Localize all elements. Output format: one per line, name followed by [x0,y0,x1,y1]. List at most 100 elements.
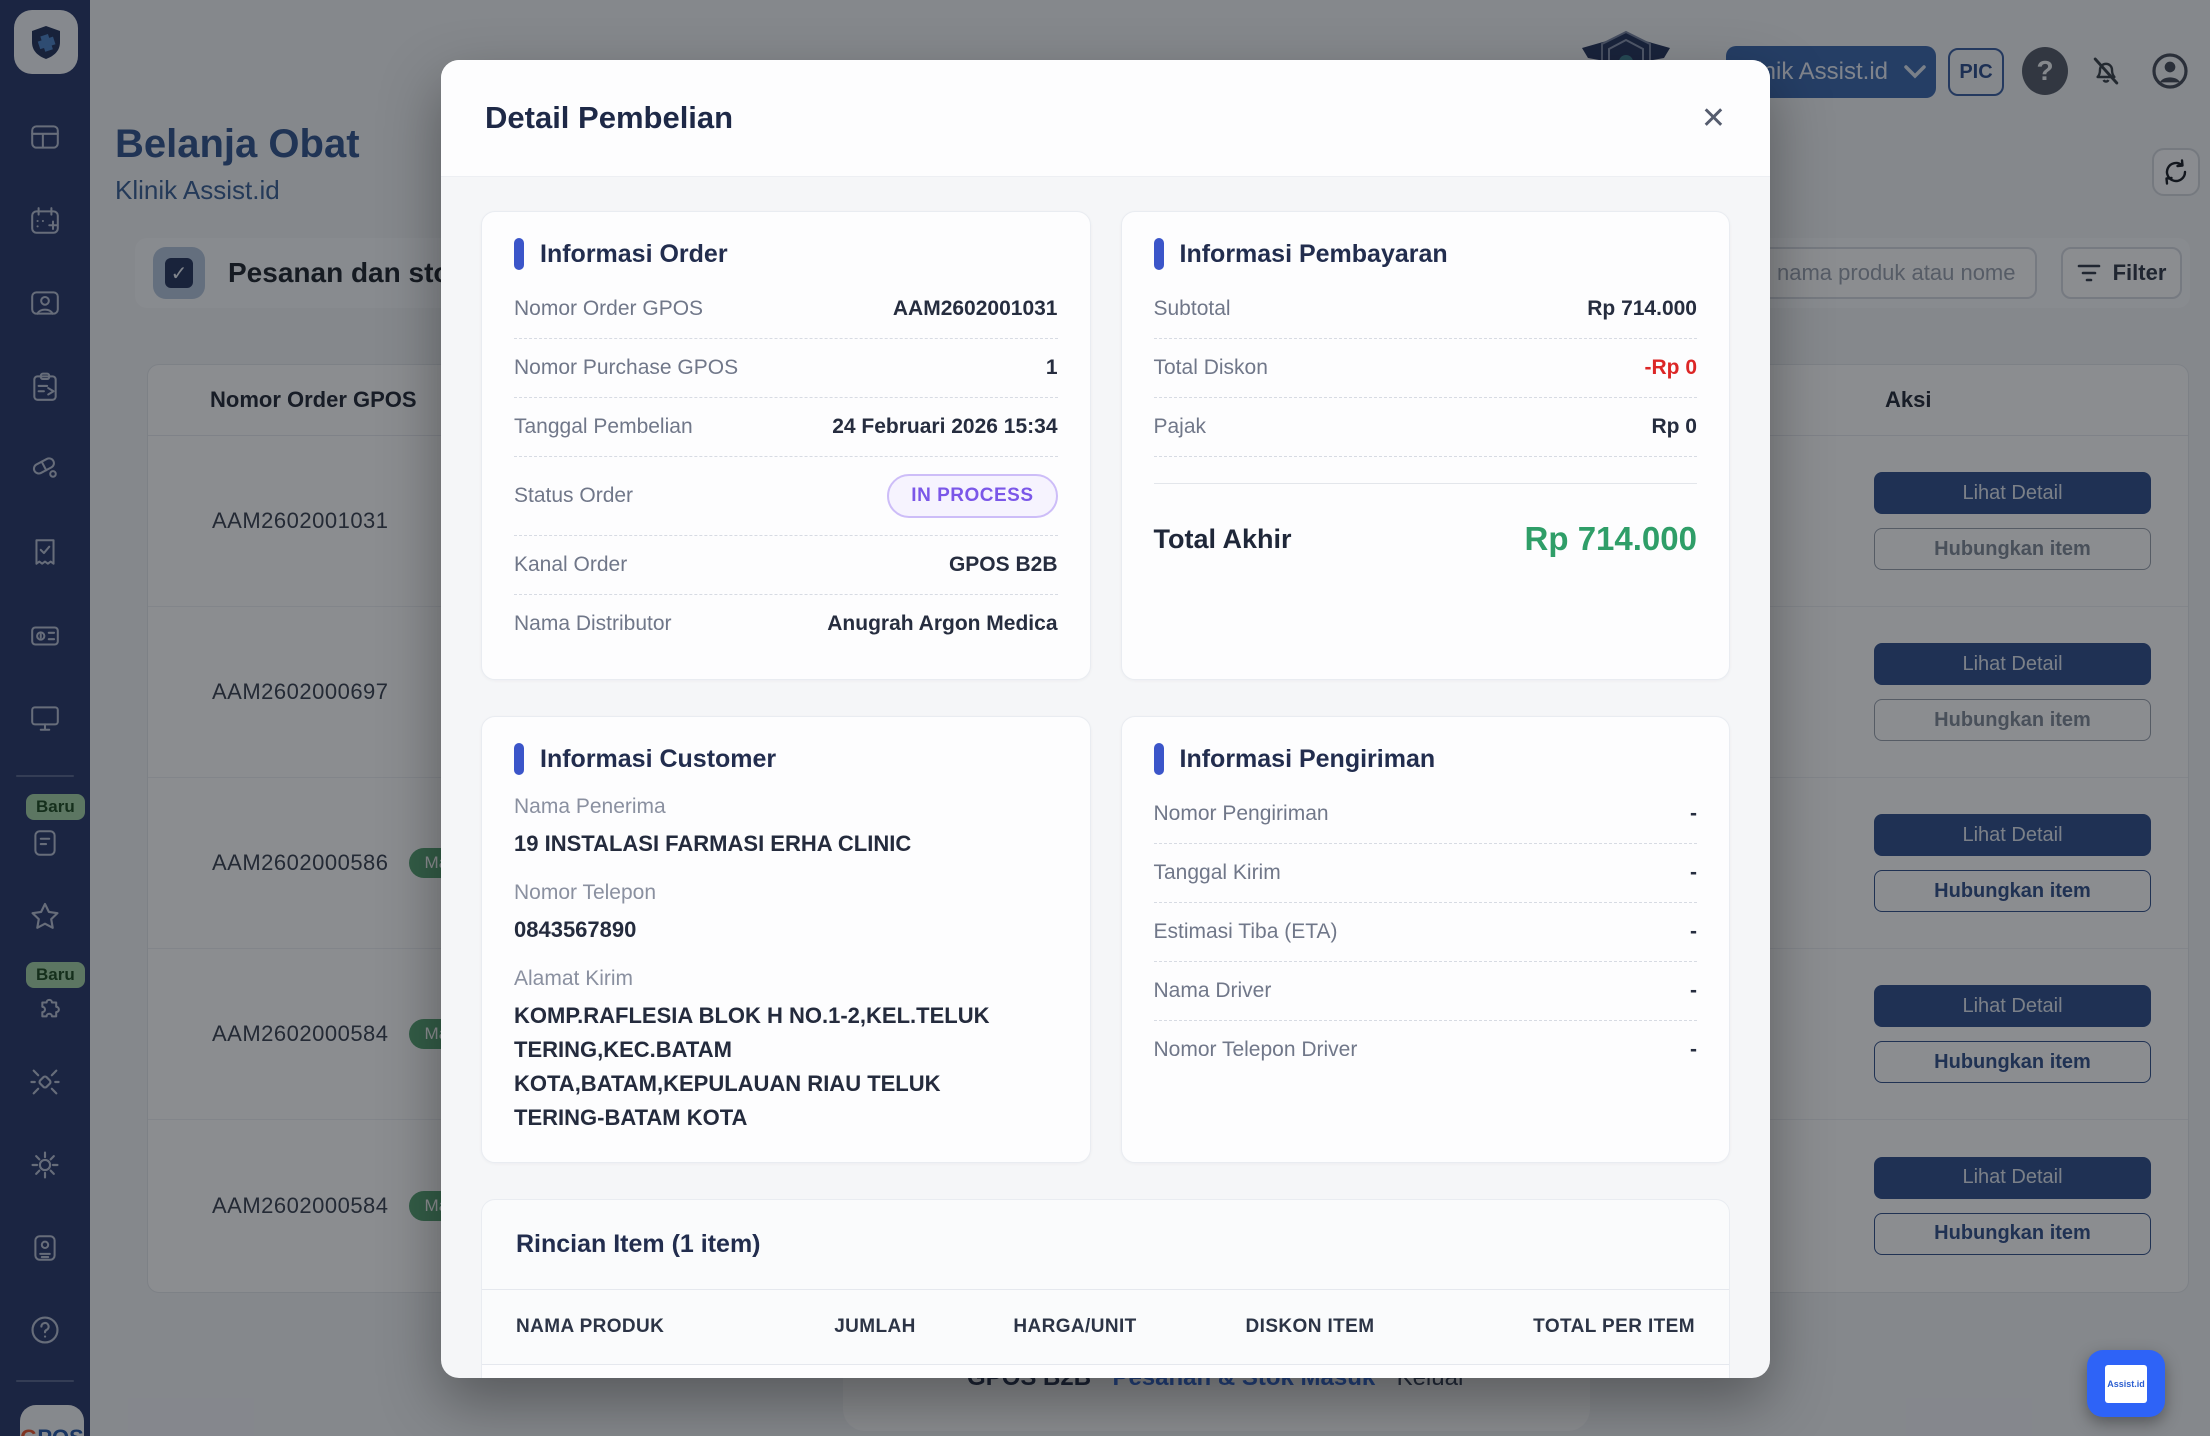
field-label: Nomor Telepon [514,881,657,905]
order-number: AAM2602001031 [212,508,389,533]
sidebar-item-integration[interactable] [28,993,62,1027]
hubungkan-item-button[interactable]: Hubungkan item [1874,699,2151,741]
chat-widget-button[interactable]: Assist.id [2087,1350,2165,1417]
order-number: AAM2602000584 [212,1021,389,1046]
help-icon [31,1316,59,1344]
header-help-icon[interactable]: ? [2022,47,2068,95]
sidebar-item-orders[interactable] [28,370,62,404]
items-col-price: HARGA/UNIT [1013,1315,1137,1337]
field-value: - [1690,920,1697,943]
sidebar-item-settings[interactable] [28,1148,62,1182]
field-value: 19 INSTALASI FARMASI ERHA CLINIC [514,831,912,856]
field-label: Nama Penerima [514,795,666,818]
stock-checkbox[interactable]: ✓ [153,247,205,299]
page-title: Belanja Obat [115,122,360,166]
lihat-detail-button[interactable]: Lihat Detail [1874,472,2151,514]
refresh-button[interactable] [2152,148,2200,196]
total-akhir-label: Total Akhir [1153,523,1292,554]
sidebar-item-favorites[interactable] [28,900,62,934]
chevron-down-icon [1904,65,1926,79]
sidebar-item-idcard[interactable] [28,1231,62,1265]
refresh-icon [2165,159,2187,185]
field-label: Nomor Telepon Driver [1153,1038,1358,1061]
section-accent-bar [514,743,524,775]
items-col-discount: DISKON ITEM [1245,1315,1375,1337]
total-divider [1153,483,1697,484]
lihat-detail-button[interactable]: Lihat Detail [1874,643,2151,685]
items-card: Rincian Item (1 item) NAMA PRODUK JUMLAH… [481,1198,1730,1378]
field-value: Rp 0 [1651,415,1697,438]
detail-pembelian-modal: Detail Pembelian ✕ Informasi Order Nomor… [441,60,1770,1378]
connection-icon [30,1069,60,1095]
field-value: - [1690,861,1697,884]
orders-table-header: Nomor Order GPOS Aksi [148,365,2188,436]
section-title: Informasi Order [540,239,728,268]
lihat-detail-button[interactable]: Lihat Detail [1874,1156,2151,1199]
id-card-icon [34,1235,56,1261]
modal-body: Informasi Order Nomor Order GPOS AAM26020… [441,177,1770,1378]
field-value: 1 [1045,356,1058,379]
clipboard-icon [33,372,57,401]
customer-info-card: Informasi Customer Nama Penerima 19 INSTA… [481,716,1091,1163]
sidebar-item-monitor[interactable] [28,701,62,735]
section-title: Informasi Pengiriman [1179,744,1436,773]
field-value: 0843567890 [514,917,637,943]
field-value: Anugrah Argon Medica [827,612,1058,635]
gpos-logo: GPOS [20,1405,84,1436]
sidebar-item-patients[interactable] [28,286,62,320]
discount-value: -Rp 0 [1644,356,1698,379]
sidebar-item-calendar[interactable] [28,204,62,238]
items-header-row: NAMA PRODUK JUMLAH HARGA/UNIT DISKON ITE… [482,1290,1729,1365]
field-value: - [1690,1038,1697,1061]
gpos-logo-pos: POS [37,1425,83,1436]
profile-icon[interactable] [2146,47,2194,95]
close-icon[interactable]: ✕ [1700,101,1726,135]
pill-icon [32,457,57,478]
page-subtitle: Klinik Assist.id [115,175,280,205]
field-label: Subtotal [1153,297,1231,320]
sidebar-item-help[interactable] [28,1313,62,1347]
filter-button[interactable]: Filter [2061,247,2182,299]
lihat-detail-button[interactable]: Lihat Detail [1874,814,2151,856]
section-title: Informasi Customer [540,744,777,773]
sidebar: Baru Baru GPOS [0,0,90,1436]
sidebar-item-payments[interactable] [28,619,62,653]
field-label: Status Order [514,484,634,507]
sidebar-item-documents[interactable] [28,826,62,860]
hubungkan-item-button[interactable]: Hubungkan item [1874,528,2151,570]
pic-button[interactable]: PIC [1948,48,2004,96]
puzzle-icon [41,998,60,1018]
field-label: Alamat Kirim [514,967,634,991]
field-value: GPOS B2B [948,553,1058,576]
section-accent-bar [514,238,524,270]
field-label: Estimasi Tiba (ETA) [1153,920,1338,943]
gpos-logo-g: G [20,1425,37,1436]
monitor-icon [31,706,59,731]
hubungkan-item-button[interactable]: Hubungkan item [1874,1041,2151,1083]
payment-info-card: Informasi Pembayaran Subtotal Rp 714.000 … [1120,211,1730,680]
shipping-info-card: Informasi Pengiriman Nomor Pengiriman - T… [1120,716,1730,1163]
sidebar-item-dashboard[interactable] [28,120,62,154]
modal-header: Detail Pembelian ✕ [441,60,1770,177]
field-label: Nomor Order GPOS [514,297,704,320]
modal-title: Detail Pembelian [485,100,734,135]
filter-button-label: Filter [2112,260,2167,285]
sidebar-item-connection[interactable] [28,1065,62,1099]
address-value: KOMP.RAFLESIA BLOK H NO.1-2,KEL.TELUK TE… [514,1003,990,1131]
field-label: Kanal Order [514,553,628,576]
order-number: AAM2602000586 [212,850,389,875]
field-value: AAM2602001031 [892,297,1058,320]
sidebar-item-medicine[interactable] [28,450,62,484]
search-input[interactable] [1757,247,2037,299]
status-badge: IN PROCESS [887,474,1058,518]
sidebar-item-receipts[interactable] [28,535,62,569]
hubungkan-item-button[interactable]: Hubungkan item [1874,870,2151,912]
patient-card-icon [31,291,59,315]
app-logo[interactable] [14,10,78,74]
notifications-muted-icon[interactable] [2082,47,2130,95]
lihat-detail-button[interactable]: Lihat Detail [1874,985,2151,1027]
field-label: Total Diskon [1153,356,1268,379]
hubungkan-item-button[interactable]: Hubungkan item [1874,1212,2151,1255]
filter-icon [2077,264,2100,282]
